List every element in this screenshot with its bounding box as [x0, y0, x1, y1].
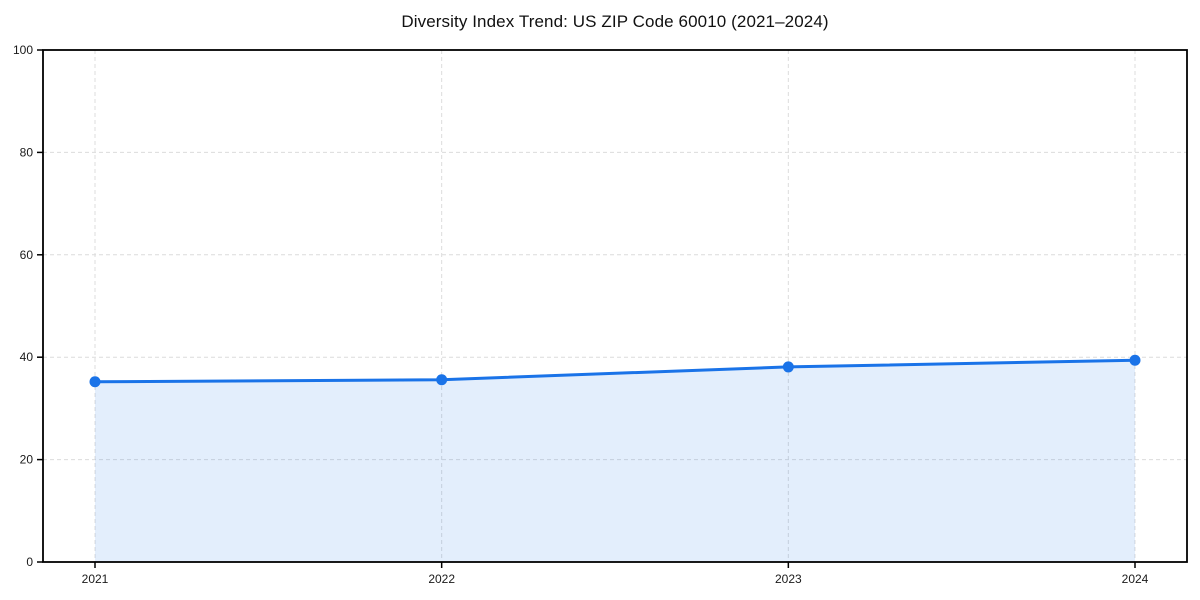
y-axis-tick-label: 100	[13, 43, 33, 57]
chart-title: Diversity Index Trend: US ZIP Code 60010…	[401, 12, 829, 31]
x-axis-tick-label: 2022	[428, 572, 455, 586]
x-axis-tick-label: 2023	[775, 572, 802, 586]
y-axis-tick-label: 80	[20, 145, 34, 159]
plot-border	[42, 49, 1188, 563]
data-point-marker-2024	[1129, 354, 1141, 366]
x-axis-tick-label: 2021	[82, 572, 109, 586]
y-axis-tick-label: 60	[20, 248, 34, 262]
area-fill	[95, 360, 1135, 562]
trend-line	[93, 358, 1137, 384]
data-point-marker-2022	[436, 374, 448, 386]
y-axis-tick-label: 0	[26, 555, 33, 569]
data-point-marker-2021	[89, 376, 101, 388]
y-axis-tick-label: 40	[20, 350, 34, 364]
x-axis-tick-label: 2024	[1122, 572, 1149, 586]
y-axis-tick-label: 20	[20, 453, 34, 467]
data-point-marker-2023	[782, 361, 794, 373]
